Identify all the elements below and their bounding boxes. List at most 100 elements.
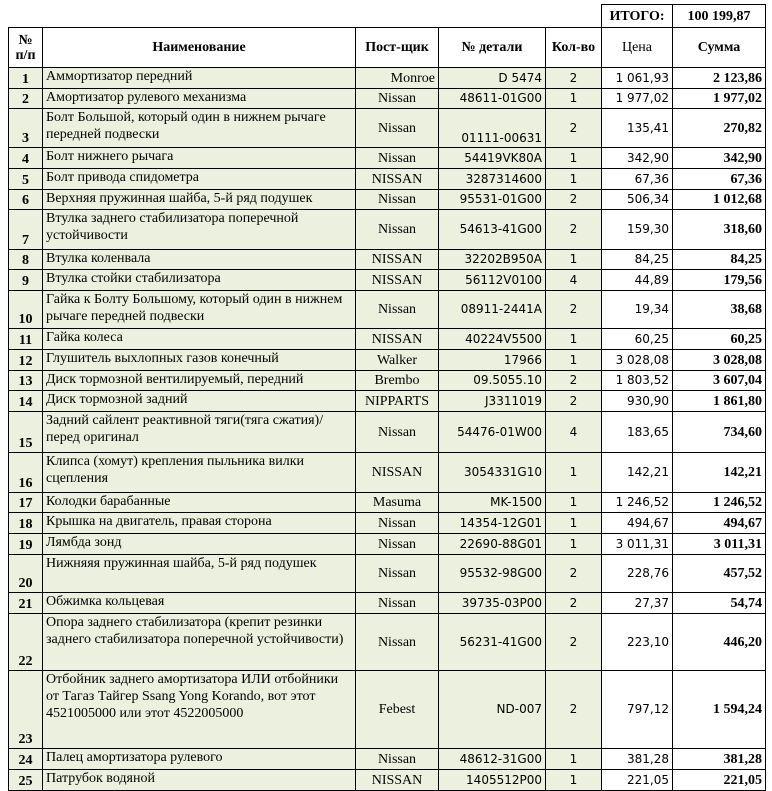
quantity: 1 <box>545 769 602 791</box>
part-number: 3287314600 <box>438 168 546 190</box>
supplier: Nissan <box>355 554 439 593</box>
column-header: Цена <box>601 27 673 68</box>
quantity: 2 <box>545 670 602 749</box>
price: 159,30 <box>601 209 673 250</box>
price: 60,25 <box>601 328 673 350</box>
part-number: 54419VK80A <box>438 147 546 169</box>
table-row: 22 Опора заднего стабилизатора (крепит ре… <box>8 613 766 671</box>
sum: 54,74 <box>672 592 766 614</box>
table-row: 5 Болт привода спидометра NISSAN 3287314600… <box>8 168 766 190</box>
supplier: Masuma <box>355 492 439 513</box>
supplier: Febest <box>355 670 439 749</box>
supplier: Nissan <box>355 748 439 770</box>
total-label: ИТОГО: <box>601 4 673 28</box>
sum: 734,60 <box>672 411 766 453</box>
row-number: 3 <box>8 108 43 148</box>
sum: 381,28 <box>672 748 766 770</box>
row-number: 19 <box>8 533 43 555</box>
quantity: 2 <box>545 592 602 614</box>
sum: 318,60 <box>672 209 766 250</box>
sum: 270,82 <box>672 108 766 148</box>
table-row: 11 Гайка колеса NISSAN 40224V5500 1 60,25 60,2… <box>8 328 766 350</box>
row-number: 9 <box>8 269 43 291</box>
table-row: 15 Задний сайлент реактивной тяги(тяга сж… <box>8 411 766 453</box>
item-name: Аммортизатор передний <box>42 67 356 89</box>
item-name: Палец амортизатора рулевого <box>42 748 356 770</box>
price: 223,10 <box>601 613 673 671</box>
column-header: Сумма <box>672 27 766 68</box>
price: 1 977,02 <box>601 88 673 109</box>
part-number: 40224V5500 <box>438 328 546 350</box>
item-name: Втулка стойки стабилизатора <box>42 269 356 291</box>
quantity: 1 <box>545 533 602 555</box>
sum: 1 012,68 <box>672 189 766 210</box>
price: 381,28 <box>601 748 673 770</box>
row-number: 24 <box>8 748 43 770</box>
price: 506,34 <box>601 189 673 210</box>
quantity: 1 <box>545 349 602 371</box>
row-number: 8 <box>8 249 43 270</box>
table-row: 25 Патрубок водяной NISSAN 1405512P00 1 221,0… <box>8 769 766 791</box>
price: 342,90 <box>601 147 673 169</box>
table-row: 10 Гайка к Болту Большому, который один в… <box>8 290 766 329</box>
column-header: Кол-во <box>545 27 602 68</box>
supplier: NISSAN <box>355 168 439 190</box>
quantity: 4 <box>545 269 602 291</box>
price: 3 011,31 <box>601 533 673 555</box>
row-number: 20 <box>8 554 43 593</box>
empty-cell <box>546 5 602 28</box>
row-number: 16 <box>8 452 43 493</box>
row-number: 15 <box>8 411 43 453</box>
supplier: Monroe <box>355 67 439 89</box>
supplier: NISSAN <box>355 269 439 291</box>
row-number: 6 <box>8 189 43 210</box>
price: 27,37 <box>601 592 673 614</box>
table-row: 23 Отбойник заднего амортизатора ИЛИ отбо… <box>8 670 766 749</box>
row-number: 12 <box>8 349 43 371</box>
supplier: Nissan <box>355 147 439 169</box>
row-number: 2 <box>8 88 43 109</box>
price: 1 061,93 <box>601 67 673 89</box>
item-name: Втулка коленвала <box>42 249 356 270</box>
sum: 38,68 <box>672 290 766 329</box>
supplier: NIPPARTS <box>355 390 439 412</box>
supplier: Walker <box>355 349 439 371</box>
quantity: 2 <box>545 390 602 412</box>
quantity: 2 <box>545 108 602 148</box>
part-number: D 5474 <box>438 67 546 89</box>
part-number: 95531-01G00 <box>438 189 546 210</box>
supplier: Nissan <box>355 108 439 148</box>
item-name: Болт привода спидометра <box>42 168 356 190</box>
table-row: 17 Колодки барабанные Masuma MK-1500 1 1 246,… <box>8 492 766 513</box>
table-row: 8 Втулка коленвала NISSAN 32202B950A 1 84,25 8… <box>8 249 766 270</box>
part-number: 39735-03P00 <box>438 592 546 614</box>
part-number: 56112V0100 <box>438 269 546 291</box>
sum: 142,21 <box>672 452 766 493</box>
table-row: 9 Втулка стойки стабилизатора NISSAN 56112V… <box>8 269 766 291</box>
column-header: № детали <box>438 27 546 68</box>
row-number: 14 <box>8 390 43 412</box>
price: 183,65 <box>601 411 673 453</box>
part-number: 56231-41G00 <box>438 613 546 671</box>
item-name: Диск тормозной вентилируемый, передний <box>42 370 356 391</box>
column-header: Наименование <box>42 27 356 68</box>
table-row: 2 Амортизатор рулевого механизма Nissan 486… <box>8 88 766 109</box>
table-row: 12 Глушитель выхлопных газов конечный Walk… <box>8 349 766 371</box>
column-header: № п/п <box>8 27 43 68</box>
quantity: 1 <box>545 168 602 190</box>
part-number: ND-007 <box>438 670 546 749</box>
item-name: Клипса (хомут) крепления пыльника вилки … <box>42 452 356 493</box>
quantity: 1 <box>545 147 602 169</box>
price: 142,21 <box>601 452 673 493</box>
part-number: 54613-41G00 <box>438 209 546 250</box>
table-row: 1 Аммортизатор передний Monroe D 5474 2 1 061… <box>8 67 766 89</box>
quantity: 1 <box>545 452 602 493</box>
part-number: 14354-12G01 <box>438 512 546 534</box>
item-name: Болт Большой, который один в нижнем рыча… <box>42 108 356 148</box>
empty-cell <box>43 5 356 28</box>
part-number: 48611-01G00 <box>438 88 546 109</box>
table-row: 19 Лямбда зонд Nissan 22690-88G01 1 3 011,31 3… <box>8 533 766 555</box>
sum: 221,05 <box>672 769 766 791</box>
row-number: 4 <box>8 147 43 169</box>
